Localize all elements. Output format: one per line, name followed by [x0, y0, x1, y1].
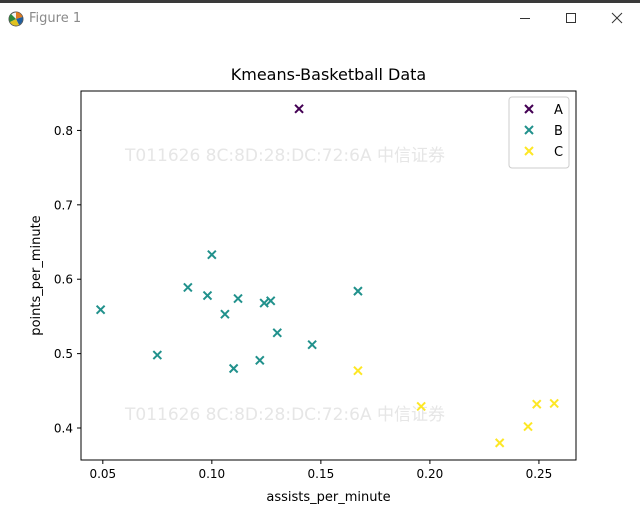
legend-marker-c — [524, 146, 534, 156]
x-tick-label: 0.15 — [308, 467, 335, 481]
data-point-b — [307, 339, 317, 350]
data-point-b — [266, 296, 276, 306]
data-point-c — [416, 401, 426, 412]
legend: ABC — [508, 96, 570, 169]
watermark-text: T011626 8C:8D:28:DC:72:6A 中信证券 — [124, 405, 445, 425]
data-point-b — [259, 298, 269, 308]
x-axis-label: assists_per_minute — [266, 490, 390, 505]
x-tick-label: 0.20 — [417, 467, 444, 481]
window-title: Figure 1 — [29, 11, 82, 26]
y-tick-label: 0.4 — [54, 422, 73, 436]
y-tick-label: 0.7 — [54, 198, 73, 212]
matplotlib-figure-icon — [7, 9, 25, 27]
legend-label: A — [554, 103, 563, 118]
legend-label: B — [554, 124, 563, 139]
minimize-icon — [519, 12, 531, 24]
figure-canvas[interactable]: T011626 8C:8D:28:DC:72:6A 中信证券 T011626 8C… — [0, 33, 640, 513]
data-point-c — [532, 399, 542, 409]
data-point-b — [353, 286, 363, 296]
close-button[interactable] — [594, 3, 640, 33]
minimize-button[interactable] — [502, 3, 548, 33]
y-axis-label: points_per_minute — [29, 215, 44, 335]
data-point-c — [494, 438, 505, 448]
data-point-b — [152, 350, 163, 360]
y-axis-ticks: 0.4 0.5 0.6 0.7 0.8 — [54, 124, 81, 436]
legend-marker-b — [524, 125, 534, 135]
x-tick-label: 0.05 — [89, 467, 116, 481]
y-tick-label: 0.8 — [54, 124, 73, 138]
data-point-c — [523, 421, 533, 432]
x-tick-label: 0.25 — [526, 467, 553, 481]
data-point-b — [207, 249, 217, 260]
legend-marker-a — [524, 104, 534, 114]
watermark-text: T011626 8C:8D:28:DC:72:6A 中信证券 — [124, 146, 445, 166]
data-point-b — [220, 309, 230, 319]
data-point-b — [95, 305, 106, 315]
legend-box — [508, 96, 570, 169]
data-point-b — [255, 355, 265, 366]
legend-label: C — [554, 145, 563, 160]
x-axis-ticks: 0.05 0.10 0.15 0.20 0.25 — [89, 460, 552, 481]
data-point-b — [228, 363, 239, 374]
y-tick-label: 0.6 — [54, 273, 73, 287]
data-point-c — [549, 398, 559, 409]
watermarks: T011626 8C:8D:28:DC:72:6A 中信证券 T011626 8C… — [124, 146, 445, 425]
y-tick-label: 0.5 — [54, 347, 73, 361]
data-points — [95, 104, 559, 448]
close-icon — [611, 12, 623, 24]
data-point-b — [183, 282, 193, 293]
data-point-b — [233, 293, 243, 304]
plot-area — [80, 90, 577, 461]
maximize-icon — [565, 12, 577, 24]
data-point-c — [353, 366, 363, 376]
data-point-a — [294, 104, 304, 114]
maximize-button[interactable] — [548, 3, 594, 33]
data-point-b — [272, 328, 282, 338]
chart-title: Kmeans-Basketball Data — [231, 65, 426, 84]
data-point-b — [202, 290, 213, 301]
x-tick-label: 0.10 — [198, 467, 225, 481]
window-top-border — [0, 0, 640, 3]
title-bar[interactable]: Figure 1 — [0, 3, 640, 33]
